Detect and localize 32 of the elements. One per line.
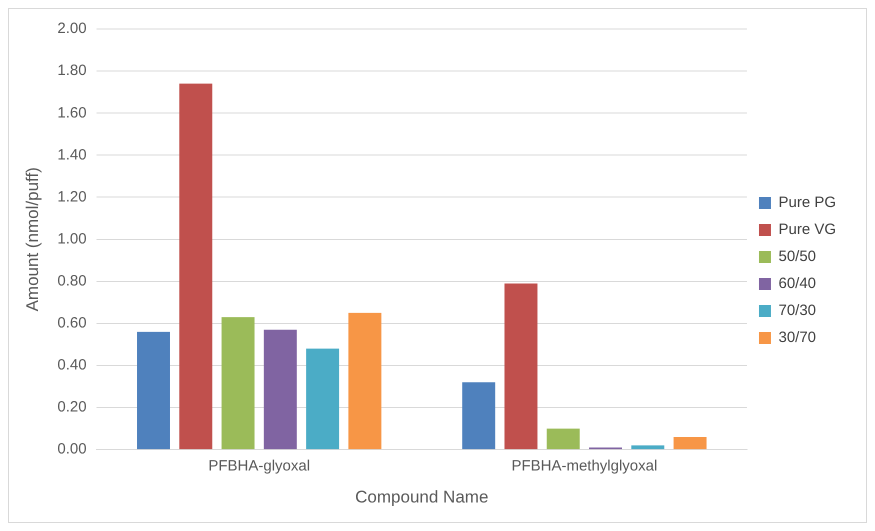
legend-label: Pure VG: [778, 221, 836, 238]
bar: [631, 445, 664, 450]
legend-label: 50/50: [778, 248, 816, 266]
y-tick-label: 0.20: [57, 398, 87, 416]
legend-label: Pure PG: [778, 194, 836, 212]
y-tick-label: 1.80: [57, 62, 87, 80]
y-tick-label: 1.40: [57, 146, 87, 164]
y-tick-label: 2.00: [57, 20, 87, 38]
y-tick-label: 0.40: [57, 356, 87, 374]
bar: [462, 382, 496, 450]
x-tick-label: PFBHA-glyoxal: [208, 458, 310, 475]
legend-label: 60/40: [778, 275, 816, 292]
bar: [348, 312, 382, 450]
y-axis-title: Amount (nmol/puff): [22, 167, 42, 312]
y-tick-label: 0.80: [57, 272, 87, 290]
y-tick-label: 1.00: [57, 230, 87, 248]
bar: [504, 283, 538, 450]
y-tick-label: 1.60: [57, 104, 87, 122]
x-tick-label: PFBHA-methylglyoxal: [511, 458, 658, 475]
legend-label: 30/70: [778, 329, 816, 346]
bar: [674, 436, 707, 450]
bar: [179, 84, 212, 450]
legend-label: 70/30: [778, 302, 816, 320]
y-tick-label: 0.00: [57, 440, 87, 458]
x-axis-title: Compound Name: [355, 487, 488, 506]
y-tick-label: 0.60: [57, 314, 87, 332]
bar: [264, 330, 297, 450]
y-tick-label: 1.20: [57, 188, 87, 206]
bar: [137, 332, 170, 450]
bar: [306, 348, 340, 450]
bar: [546, 428, 580, 450]
bar: [222, 317, 255, 450]
